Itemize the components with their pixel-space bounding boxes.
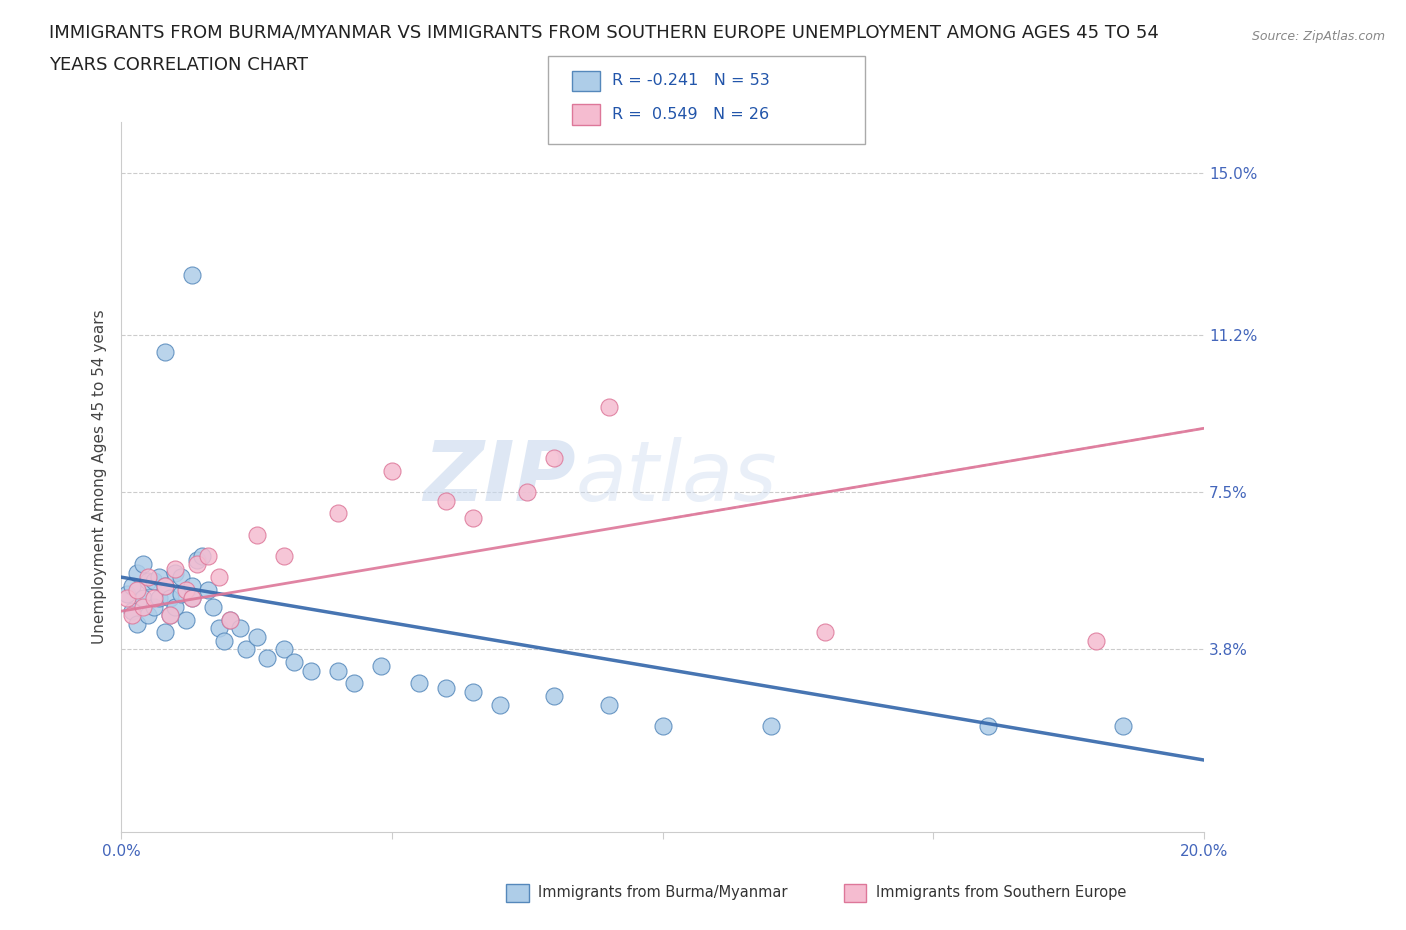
Point bbox=[197, 549, 219, 564]
Point bbox=[136, 570, 159, 585]
Point bbox=[142, 591, 165, 605]
Point bbox=[132, 591, 155, 605]
Point bbox=[115, 587, 138, 602]
Point bbox=[180, 578, 202, 593]
Point bbox=[212, 633, 235, 648]
Text: YEARS CORRELATION CHART: YEARS CORRELATION CHART bbox=[49, 56, 308, 73]
Point bbox=[186, 552, 208, 567]
Point bbox=[598, 400, 620, 415]
Point bbox=[463, 511, 485, 525]
Point bbox=[191, 549, 214, 564]
Text: Source: ZipAtlas.com: Source: ZipAtlas.com bbox=[1251, 30, 1385, 43]
Point bbox=[976, 719, 998, 734]
Point bbox=[208, 620, 231, 635]
Point bbox=[283, 655, 305, 670]
Point bbox=[343, 676, 366, 691]
Point bbox=[127, 617, 149, 631]
Point bbox=[142, 574, 165, 589]
Point bbox=[370, 659, 392, 674]
Point bbox=[463, 684, 485, 699]
Point bbox=[186, 557, 208, 572]
Point bbox=[1084, 633, 1107, 648]
Point bbox=[142, 600, 165, 615]
Point bbox=[235, 642, 257, 657]
Point bbox=[136, 574, 159, 589]
Point bbox=[651, 719, 673, 734]
Point bbox=[165, 565, 187, 580]
Point bbox=[273, 642, 295, 657]
Point bbox=[170, 587, 193, 602]
Point bbox=[299, 663, 322, 678]
Point bbox=[408, 676, 430, 691]
Point bbox=[202, 600, 225, 615]
Point bbox=[127, 582, 149, 597]
Point bbox=[180, 268, 202, 283]
Point bbox=[148, 591, 170, 605]
Point bbox=[165, 561, 187, 576]
Point bbox=[159, 591, 181, 605]
Point bbox=[381, 463, 404, 478]
Point bbox=[170, 570, 193, 585]
Point bbox=[180, 591, 202, 605]
Point bbox=[543, 451, 565, 466]
Point bbox=[132, 600, 155, 615]
Point bbox=[273, 549, 295, 564]
Point bbox=[121, 608, 143, 623]
Point bbox=[121, 604, 143, 618]
Point bbox=[132, 557, 155, 572]
Point bbox=[516, 485, 538, 499]
Point bbox=[598, 698, 620, 712]
Point bbox=[127, 565, 149, 580]
Point bbox=[814, 625, 837, 640]
Point bbox=[159, 608, 181, 623]
Point bbox=[229, 620, 252, 635]
Text: Immigrants from Burma/Myanmar: Immigrants from Burma/Myanmar bbox=[538, 885, 787, 900]
Point bbox=[218, 612, 240, 627]
Point bbox=[174, 582, 197, 597]
Point bbox=[165, 600, 187, 615]
Y-axis label: Unemployment Among Ages 45 to 54 years: Unemployment Among Ages 45 to 54 years bbox=[93, 310, 107, 644]
Point bbox=[1112, 719, 1135, 734]
Point bbox=[489, 698, 512, 712]
Point bbox=[218, 612, 240, 627]
Point bbox=[245, 630, 267, 644]
Point bbox=[434, 681, 457, 696]
Point bbox=[148, 570, 170, 585]
Point bbox=[245, 527, 267, 542]
Point bbox=[256, 650, 278, 665]
Point bbox=[197, 582, 219, 597]
Point bbox=[759, 719, 782, 734]
Point bbox=[208, 570, 231, 585]
Point bbox=[434, 493, 457, 508]
Point bbox=[153, 344, 176, 359]
Point bbox=[153, 578, 176, 593]
Point bbox=[136, 608, 159, 623]
Text: Immigrants from Southern Europe: Immigrants from Southern Europe bbox=[876, 885, 1126, 900]
Text: R = -0.241   N = 53: R = -0.241 N = 53 bbox=[612, 73, 769, 88]
Text: R =  0.549   N = 26: R = 0.549 N = 26 bbox=[612, 107, 769, 122]
Point bbox=[326, 663, 349, 678]
Text: IMMIGRANTS FROM BURMA/MYANMAR VS IMMIGRANTS FROM SOUTHERN EUROPE UNEMPLOYMENT AM: IMMIGRANTS FROM BURMA/MYANMAR VS IMMIGRA… bbox=[49, 23, 1159, 41]
Point bbox=[153, 625, 176, 640]
Point bbox=[153, 578, 176, 593]
Point bbox=[180, 591, 202, 605]
Point bbox=[326, 506, 349, 521]
Point bbox=[174, 612, 197, 627]
Point bbox=[121, 578, 143, 593]
Point bbox=[543, 689, 565, 704]
Point bbox=[115, 591, 138, 605]
Text: ZIP: ZIP bbox=[423, 437, 576, 518]
Text: atlas: atlas bbox=[576, 437, 778, 518]
Point bbox=[159, 608, 181, 623]
